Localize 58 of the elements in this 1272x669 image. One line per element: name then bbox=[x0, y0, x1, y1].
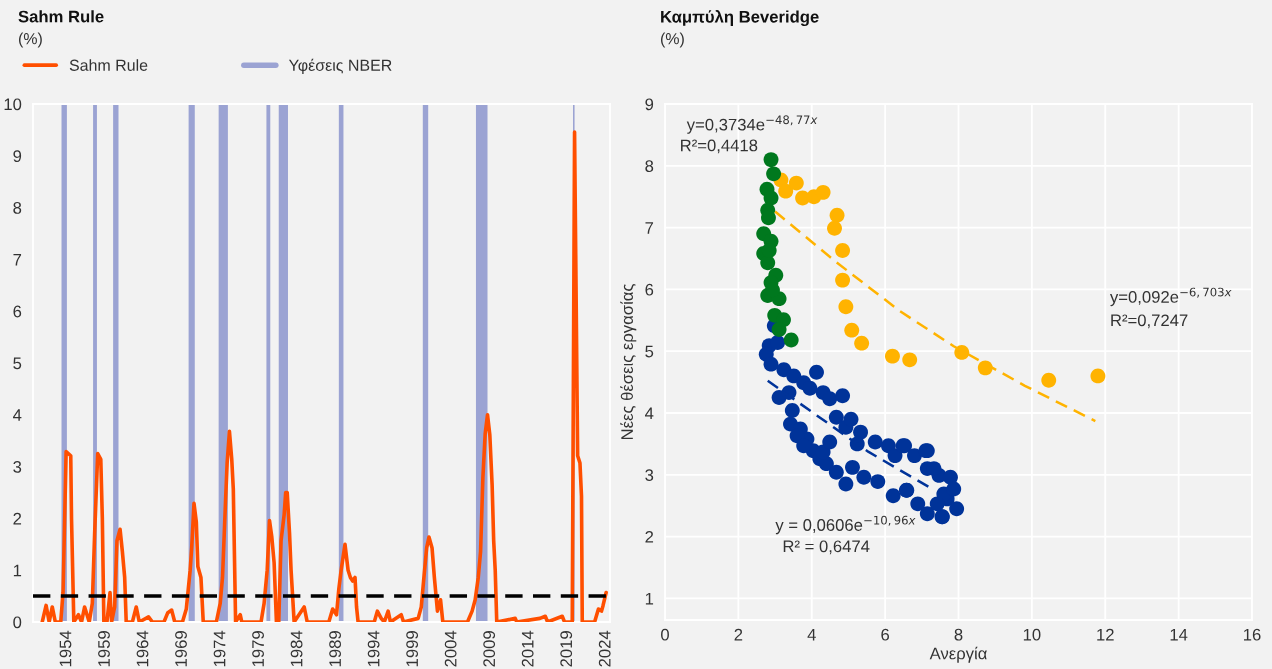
x-tick-label: 6 bbox=[881, 628, 890, 641]
chart-subtitle: (%) bbox=[18, 32, 42, 48]
annotation: y=0,3734e$^{−48,77x}$ bbox=[686, 115, 818, 134]
x-tick-label: 1979 bbox=[252, 631, 264, 667]
chart-subtitle: (%) bbox=[660, 32, 684, 48]
y-tick-label: 2 bbox=[13, 512, 22, 525]
x-tick-label: 2019 bbox=[560, 631, 573, 667]
annotation: y = 0,0606e$^{−10,96x}$ bbox=[775, 515, 916, 535]
y-tick-label: 5 bbox=[13, 357, 22, 370]
y-tick-label: 1 bbox=[13, 564, 22, 577]
y-tick-label: 5 bbox=[645, 345, 654, 358]
x-tick-label: 10 bbox=[1023, 628, 1041, 641]
x-tick-label: 16 bbox=[1244, 628, 1261, 641]
x-tick-label: 1954 bbox=[59, 630, 72, 667]
x-tick-label: 2009 bbox=[483, 631, 496, 667]
x-tick-label: 2004 bbox=[444, 630, 457, 667]
y-tick-label: 3 bbox=[13, 461, 22, 473]
y-tick-label: 4 bbox=[13, 409, 22, 421]
y-tick-label: 7 bbox=[645, 222, 654, 234]
x-tick-label: 1959 bbox=[98, 631, 110, 667]
chart-title: Sahm Rule bbox=[18, 10, 104, 23]
y-tick-label: 2 bbox=[645, 530, 654, 543]
x-tick-label: 1969 bbox=[175, 631, 187, 667]
x-tick-label: 1974 bbox=[213, 630, 226, 667]
annotation: R²=0,7247 bbox=[1111, 314, 1188, 329]
legend-label: Sahm Rule bbox=[69, 59, 148, 71]
y-tick-label: 8 bbox=[13, 202, 22, 214]
y-tick-label: 6 bbox=[13, 305, 22, 318]
x-axis-title: Ανεργία bbox=[929, 646, 987, 663]
x-tick-label: 4 bbox=[807, 628, 816, 641]
y-tick-label: 9 bbox=[645, 98, 654, 111]
legend-label: Υφέσεις NBER bbox=[288, 58, 392, 75]
x-tick-label: 1964 bbox=[136, 630, 149, 667]
x-tick-label: 14 bbox=[1170, 628, 1188, 641]
y-tick-label: 0 bbox=[13, 616, 22, 629]
x-tick-label: 1999 bbox=[406, 631, 419, 667]
x-tick-label: 2024 bbox=[598, 630, 611, 667]
x-tick-label: 12 bbox=[1097, 628, 1114, 641]
y-tick-label: 4 bbox=[645, 407, 654, 420]
x-tick-label: 2014 bbox=[521, 630, 534, 667]
chart-title: Καμπύλη Beveridge bbox=[661, 9, 819, 27]
y-tick-label: 10 bbox=[4, 98, 22, 111]
annotation: R²=0,4418 bbox=[681, 139, 758, 154]
y-tick-label: 1 bbox=[645, 592, 654, 605]
x-tick-label: 8 bbox=[954, 628, 963, 641]
annotation: R² = 0,6474 bbox=[783, 540, 870, 555]
annotation: y=0,092e$^{−6,703x}$ bbox=[1109, 287, 1232, 307]
x-tick-label: 1994 bbox=[367, 630, 380, 667]
y-tick-label: 6 bbox=[645, 283, 654, 296]
y-tick-label: 8 bbox=[645, 160, 654, 172]
x-tick-label: 1984 bbox=[290, 630, 303, 667]
y-axis-title: Νέες θέσεις εργασίας bbox=[620, 284, 637, 440]
x-tick-label: 2 bbox=[734, 628, 743, 641]
x-tick-label: 1989 bbox=[329, 631, 341, 667]
y-tick-label: 9 bbox=[13, 150, 22, 162]
x-tick-label: 0 bbox=[661, 628, 669, 641]
y-tick-label: 3 bbox=[645, 469, 654, 481]
y-tick-label: 7 bbox=[13, 253, 22, 266]
